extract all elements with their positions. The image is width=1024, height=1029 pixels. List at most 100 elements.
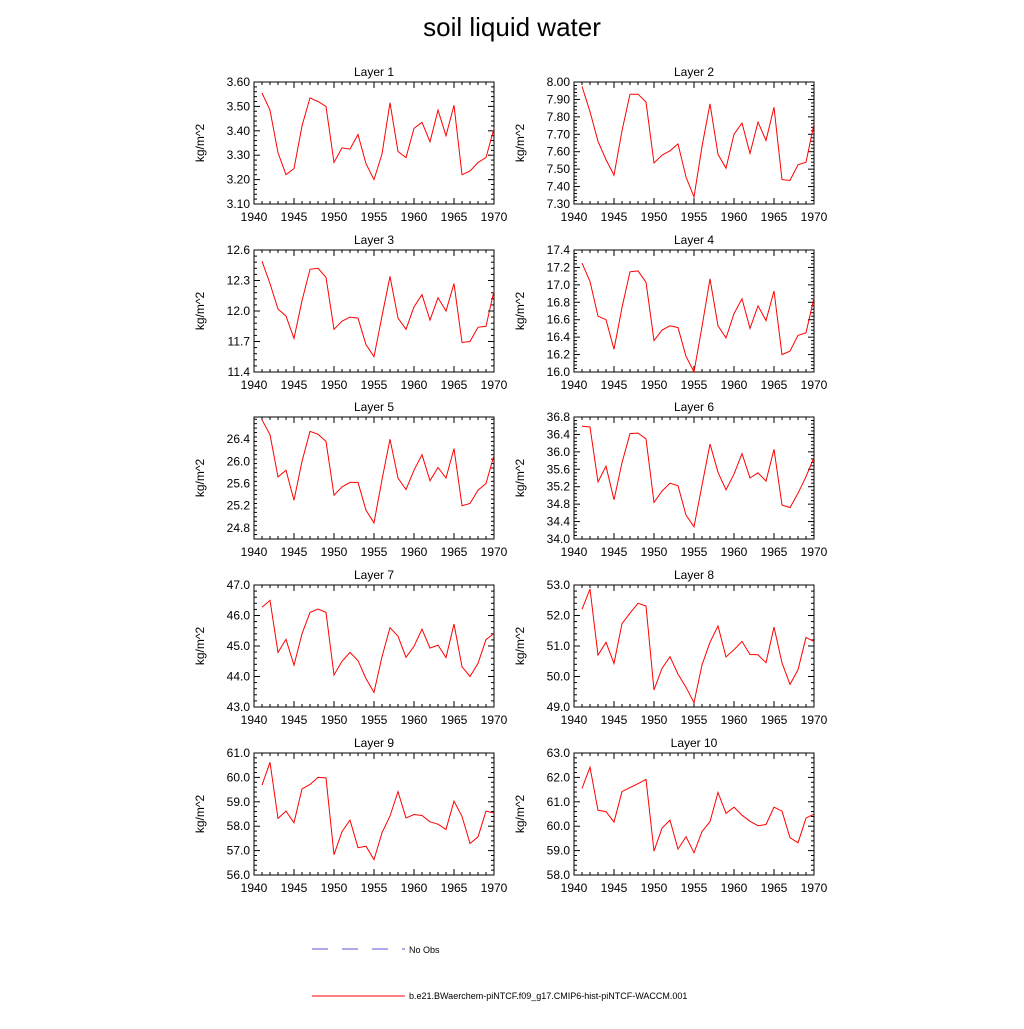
y-tick-label: 3.50: [227, 99, 251, 113]
y-tick-label: 7.80: [547, 110, 571, 124]
y-tick-label: 17.2: [547, 260, 571, 274]
x-tick-label: 1955: [361, 713, 388, 727]
y-tick-label: 35.2: [547, 480, 571, 494]
x-tick-label: 1960: [401, 210, 428, 224]
y-axis-label: kg/m^2: [513, 795, 527, 834]
y-tick-label: 59.0: [547, 844, 571, 858]
x-tick-label: 1960: [721, 210, 748, 224]
x-tick-label: 1940: [241, 545, 268, 559]
y-tick-label: 25.2: [227, 499, 251, 513]
x-tick-label: 1965: [441, 545, 468, 559]
panel-layer-4: Layer 4 kg/m^2 1940 1945 1950 1955 1960 1965 197…: [513, 233, 828, 392]
x-tick-label: 1940: [241, 881, 268, 895]
x-tick-label: 1955: [361, 378, 388, 392]
x-tick-label: 1965: [441, 378, 468, 392]
plot-frame: [573, 249, 815, 373]
panel-layer-9: Layer 9 kg/m^2 1940 1945 1950 1955 1960 1965 197…: [193, 736, 508, 895]
y-tick-label: 3.60: [227, 75, 251, 89]
y-tick-label: 7.70: [547, 127, 571, 141]
x-tick-label: 1950: [641, 545, 668, 559]
y-tick-label: 61.0: [547, 795, 571, 809]
y-tick-label: 12.6: [227, 243, 251, 257]
x-tick-label: 1950: [641, 713, 668, 727]
legend-noobs-label: No Obs: [409, 945, 440, 955]
x-tick-label: 1940: [241, 713, 268, 727]
panel-title: Layer 3: [354, 233, 394, 247]
y-tick-label: 46.0: [227, 609, 251, 623]
x-tick-label: 1945: [601, 713, 628, 727]
panel-layer-6: Layer 6 kg/m^2 1940 1945 1950 1955 1960 1965 197…: [513, 400, 828, 559]
x-tick-label: 1955: [361, 881, 388, 895]
x-tick-label: 1960: [401, 545, 428, 559]
y-tick-label: 59.0: [227, 795, 251, 809]
x-tick-label: 1960: [401, 881, 428, 895]
panel-title: Layer 5: [354, 400, 394, 414]
y-axis-label: kg/m^2: [193, 795, 207, 834]
x-tick-label: 1950: [641, 210, 668, 224]
legend-model-label: b.e21.BWaerchem-piNTCF.f09_g17.CMIP6-his…: [409, 991, 687, 1001]
y-tick-label: 3.30: [227, 148, 251, 162]
panel-title: Layer 9: [354, 736, 394, 750]
x-tick-label: 1940: [561, 713, 588, 727]
y-tick-label: 11.4: [228, 365, 251, 379]
panel-layer-2: Layer 2 kg/m^2 1940 1945 1950 1955 1960 1965 197…: [513, 65, 828, 224]
x-tick-label: 1960: [721, 713, 748, 727]
y-tick-label: 34.0: [547, 532, 571, 546]
x-tick-label: 1955: [681, 378, 708, 392]
y-tick-label: 34.4: [547, 515, 571, 529]
x-tick-label: 1965: [761, 713, 788, 727]
x-tick-label: 1945: [281, 545, 308, 559]
y-tick-label: 51.0: [547, 639, 571, 653]
y-axis-label: kg/m^2: [193, 292, 207, 331]
x-tick-label: 1940: [241, 378, 268, 392]
x-tick-label: 1940: [561, 545, 588, 559]
x-tick-label: 1955: [361, 210, 388, 224]
x-tick-label: 1945: [601, 210, 628, 224]
x-tick-label: 1965: [761, 881, 788, 895]
y-tick-label: 16.2: [547, 348, 571, 362]
series-line: [581, 425, 815, 529]
panel-title: Layer 7: [354, 568, 394, 582]
x-tick-label: 1960: [401, 713, 428, 727]
panel-title: Layer 6: [674, 400, 714, 414]
y-tick-label: 16.0: [547, 365, 571, 379]
series-line: [581, 588, 815, 705]
x-tick-label: 1965: [441, 881, 468, 895]
y-tick-label: 12.0: [227, 304, 251, 318]
panel-title: Layer 8: [674, 568, 714, 582]
y-tick-label: 7.60: [547, 145, 571, 159]
x-tick-label: 1955: [681, 210, 708, 224]
x-tick-label: 1965: [441, 713, 468, 727]
legend: No Obs b.e21.BWaerchem-piNTCF.f09_g17.CMI…: [312, 945, 687, 1001]
x-tick-label: 1965: [441, 210, 468, 224]
series-line: [581, 262, 815, 374]
y-tick-label: 53.0: [547, 578, 571, 592]
panel-layer-5: Layer 5 kg/m^2 1940 1945 1950 1955 1960 1965 197…: [193, 400, 508, 559]
x-tick-label: 1960: [721, 378, 748, 392]
figure-title: soil liquid water: [423, 12, 601, 42]
x-tick-label: 1945: [601, 881, 628, 895]
y-tick-label: 35.6: [547, 462, 571, 476]
panel-title: Layer 4: [674, 233, 714, 247]
x-tick-label: 1960: [721, 881, 748, 895]
y-tick-label: 17.0: [547, 278, 571, 292]
x-tick-label: 1955: [681, 545, 708, 559]
y-axis-label: kg/m^2: [513, 292, 527, 331]
y-tick-label: 36.0: [547, 445, 571, 459]
y-axis-label: kg/m^2: [193, 459, 207, 498]
x-tick-label: 1945: [281, 713, 308, 727]
series-line: [261, 599, 495, 694]
x-tick-label: 1970: [481, 881, 508, 895]
x-tick-label: 1950: [321, 378, 348, 392]
y-tick-label: 26.0: [227, 454, 251, 468]
y-tick-label: 17.4: [547, 243, 571, 257]
x-tick-label: 1970: [801, 545, 828, 559]
y-axis-label: kg/m^2: [513, 124, 527, 163]
panel-layer-1: Layer 1 kg/m^2 1940 1945 1950 1955 1960 1965 197…: [193, 65, 508, 224]
y-tick-label: 36.4: [547, 427, 571, 441]
x-tick-label: 1950: [641, 378, 668, 392]
x-tick-label: 1970: [801, 378, 828, 392]
x-tick-label: 1950: [641, 881, 668, 895]
x-tick-label: 1955: [681, 881, 708, 895]
